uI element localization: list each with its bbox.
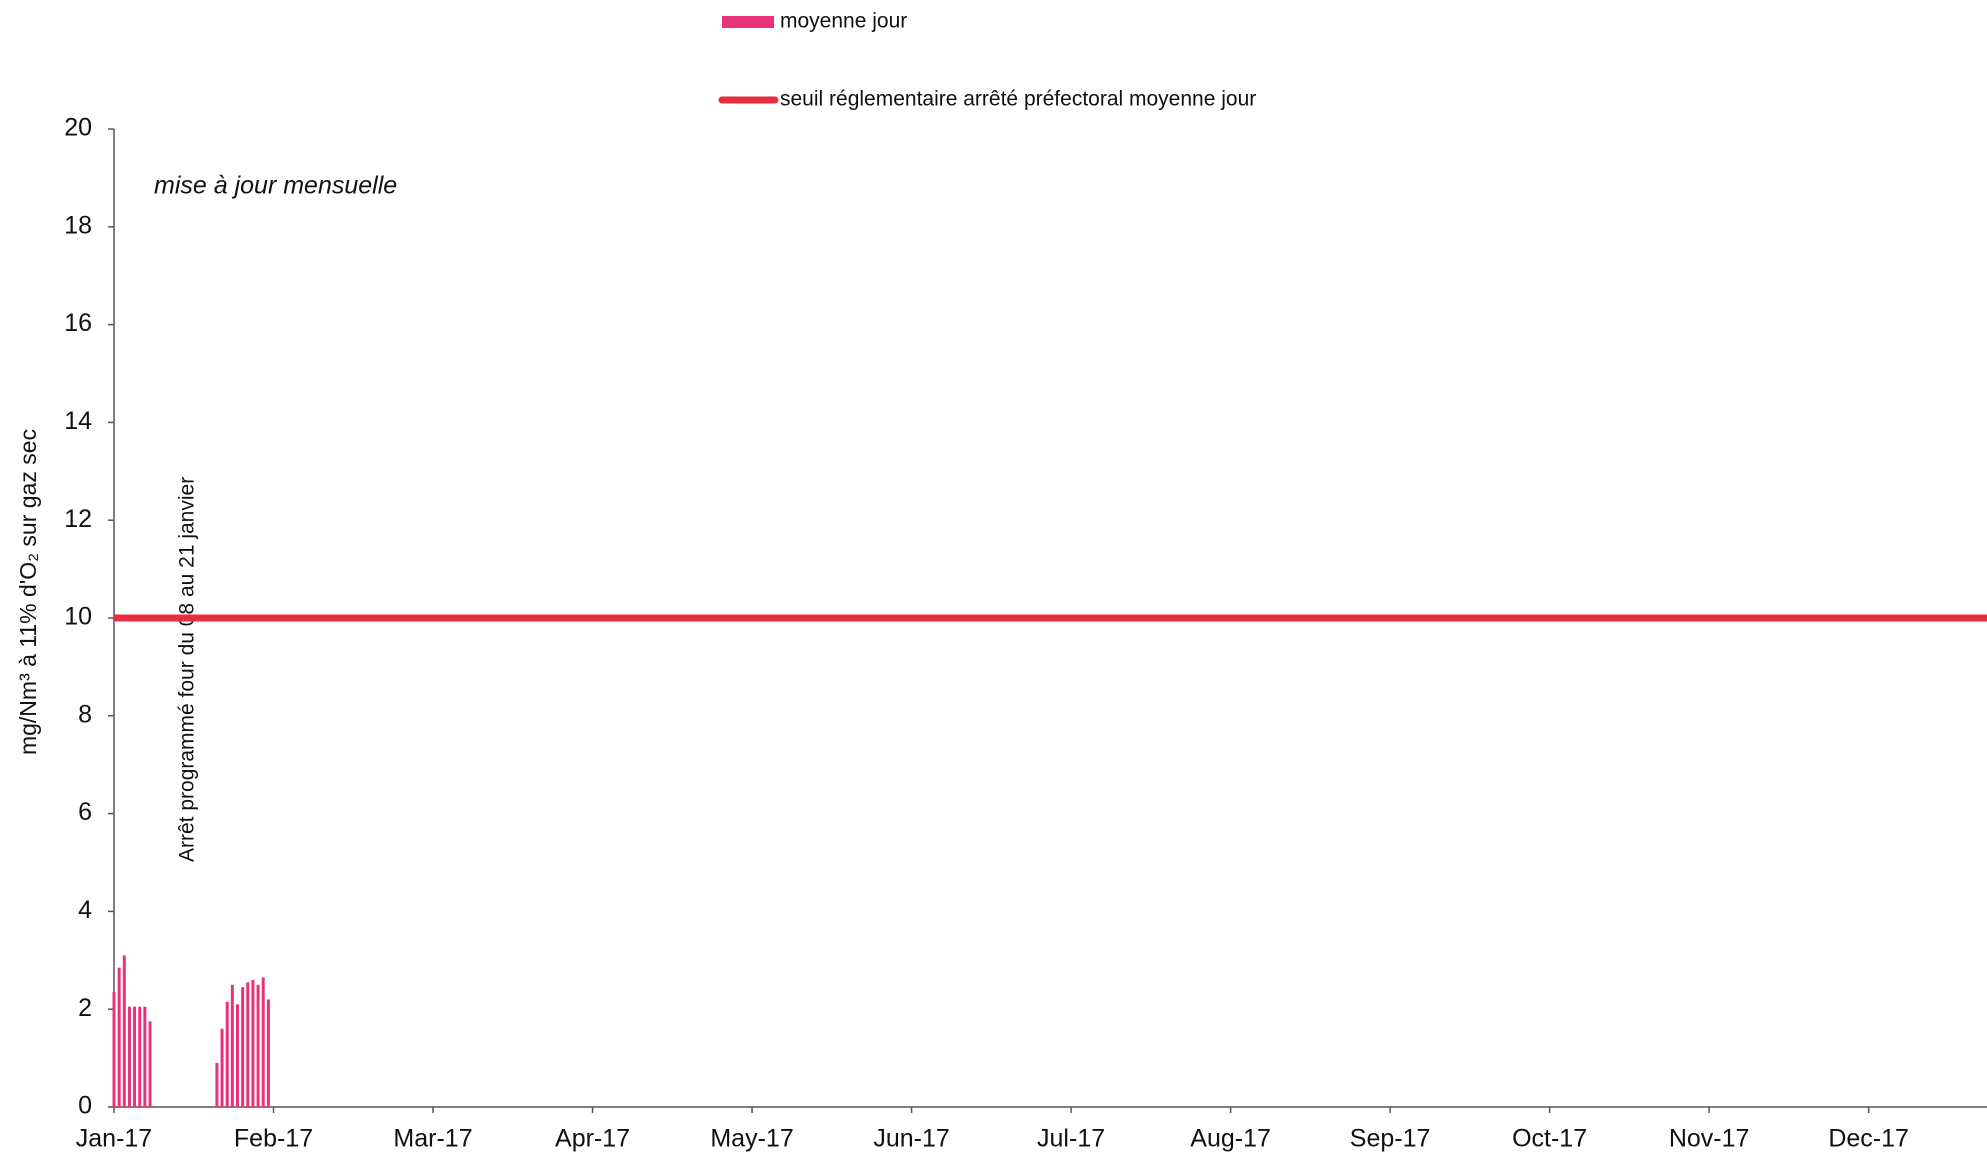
bar — [241, 987, 245, 1107]
bar — [127, 1006, 131, 1107]
y-tick-label: 20 — [64, 114, 92, 142]
annotation: mise à jour mensuelle — [154, 172, 397, 200]
y-tick-label: 12 — [64, 505, 92, 533]
bar — [112, 992, 116, 1107]
x-tick-label: Aug-17 — [1190, 1125, 1271, 1153]
x-tick-label: May-17 — [710, 1125, 793, 1153]
x-tick-label: Jan-17 — [76, 1125, 152, 1153]
x-tick-label: Sep-17 — [1350, 1125, 1431, 1153]
bar — [246, 982, 250, 1107]
bar — [215, 1062, 219, 1107]
bar — [138, 1006, 142, 1107]
y-tick-label: 10 — [64, 603, 92, 631]
y-tick-label: 16 — [64, 309, 92, 337]
bar — [261, 977, 265, 1107]
y-tick-label: 14 — [64, 407, 92, 435]
x-tick-label: Feb-17 — [234, 1125, 313, 1153]
bar — [117, 967, 121, 1107]
legend-swatch — [722, 16, 774, 28]
bar — [256, 984, 260, 1107]
x-tick-label: Jul-17 — [1037, 1125, 1105, 1153]
bar — [148, 1021, 152, 1107]
x-tick-label: Nov-17 — [1669, 1125, 1750, 1153]
y-tick-label: 8 — [78, 700, 92, 728]
bar — [230, 984, 234, 1107]
bar — [220, 1028, 224, 1107]
x-tick-label: Jun-17 — [873, 1125, 949, 1153]
x-tick-label: Apr-17 — [555, 1125, 630, 1153]
y-tick-label: 18 — [64, 211, 92, 239]
x-tick-label: Mar-17 — [393, 1125, 472, 1153]
bar — [225, 1001, 229, 1107]
y-tick-label: 0 — [78, 1092, 92, 1120]
y-tick-label: 2 — [78, 994, 92, 1022]
annotation: Arrêt programmé four du 08 au 21 janvier — [176, 477, 199, 862]
legend-label: seuil réglementaire arrêté préfectoral m… — [780, 88, 1256, 111]
bar — [251, 979, 255, 1107]
bar — [133, 1006, 137, 1107]
x-tick-label: Dec-17 — [1828, 1125, 1909, 1153]
x-tick-label: Oct-17 — [1512, 1125, 1587, 1153]
bar — [266, 999, 270, 1107]
y-tick-label: 6 — [78, 798, 92, 826]
bar — [235, 1004, 239, 1107]
y-tick-label: 4 — [78, 896, 92, 924]
legend-label: moyenne jour — [780, 10, 907, 33]
y-axis-label: mg/Nm³ à 11% d'O₂ sur gaz sec — [15, 429, 41, 755]
bar — [122, 955, 126, 1107]
bar — [143, 1006, 147, 1107]
